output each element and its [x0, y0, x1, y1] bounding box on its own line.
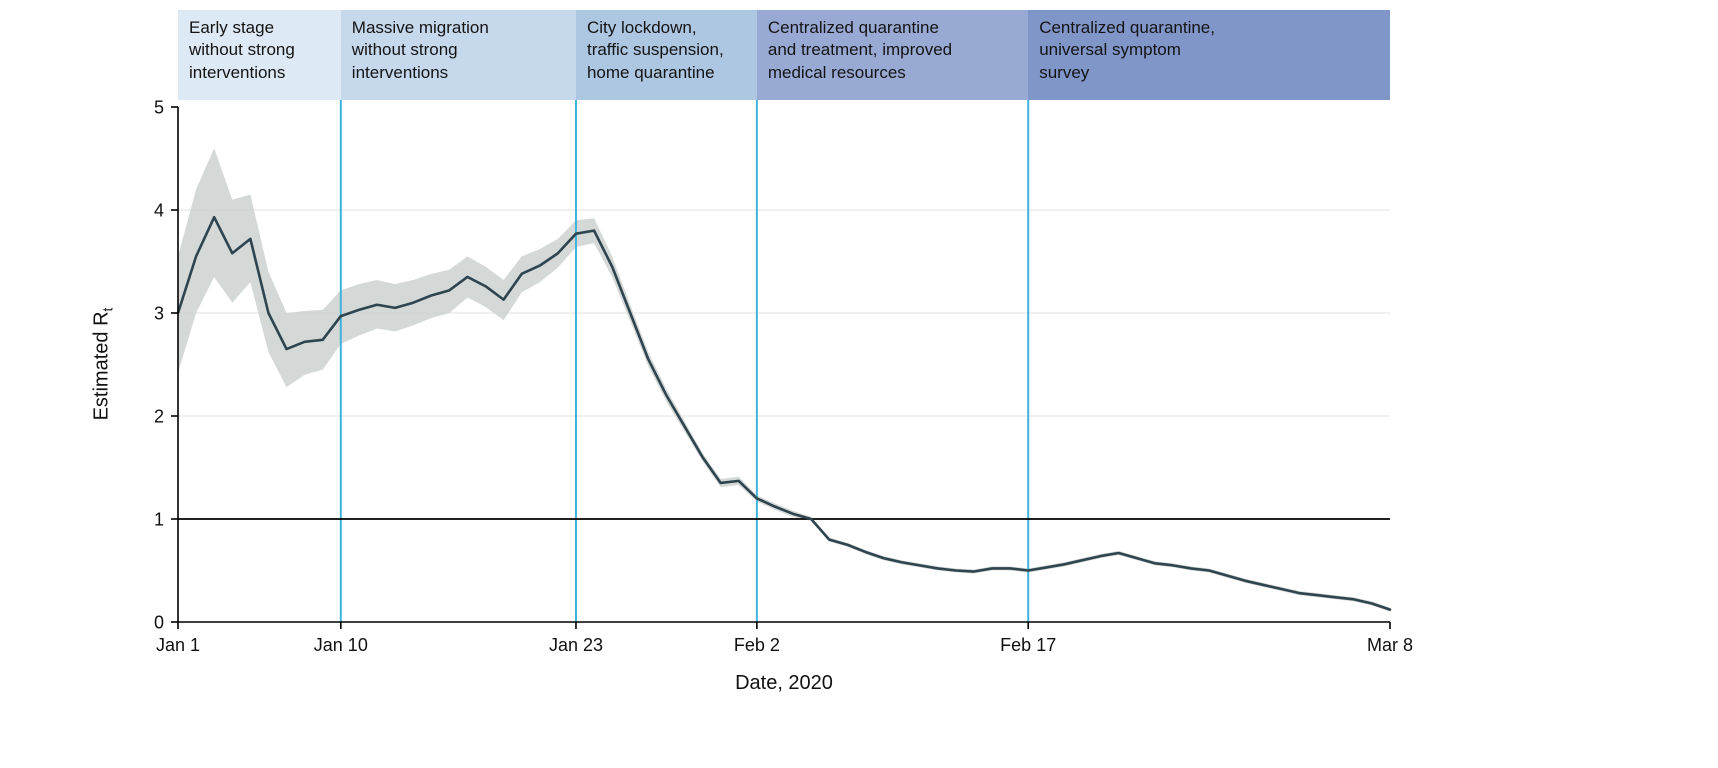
period-band-3: City lockdown, traffic suspension, home … — [575, 10, 757, 100]
x-tick-label-mar-8: Mar 8 — [1367, 635, 1413, 655]
period-band-4: Centralized quarantine and treatment, im… — [756, 10, 1029, 100]
y-tick-label-3: 3 — [154, 303, 164, 323]
y-axis-title-text: Estimated R — [90, 311, 113, 421]
y-axis-title-subscript: t — [99, 307, 116, 312]
y-tick-label-4: 4 — [154, 200, 164, 220]
y-axis-title: Estimated Rt — [91, 308, 116, 421]
y-tick-label-5: 5 — [154, 97, 164, 117]
y-tick-label-0: 0 — [154, 612, 164, 632]
rt-line — [176, 215, 1392, 611]
y-tick-label-1: 1 — [154, 509, 164, 529]
x-tick-label-feb-17: Feb 17 — [1000, 635, 1056, 655]
x-tick-label-jan-23: Jan 23 — [549, 635, 603, 655]
x-tick-label-feb-2: Feb 2 — [734, 635, 780, 655]
x-axis-title: Date, 2020 — [735, 672, 833, 694]
x-tick-label-jan-1: Jan 1 — [156, 635, 200, 655]
period-band-2: Massive migration without strong interve… — [340, 10, 576, 100]
period-band-5: Centralized quarantine, universal sympto… — [1028, 10, 1390, 100]
period-band-1: Early stage without strong interventions — [178, 10, 341, 100]
x-tick-label-jan-10: Jan 10 — [314, 635, 368, 655]
y-tick-label-2: 2 — [154, 406, 164, 426]
confidence-band — [178, 148, 1390, 612]
